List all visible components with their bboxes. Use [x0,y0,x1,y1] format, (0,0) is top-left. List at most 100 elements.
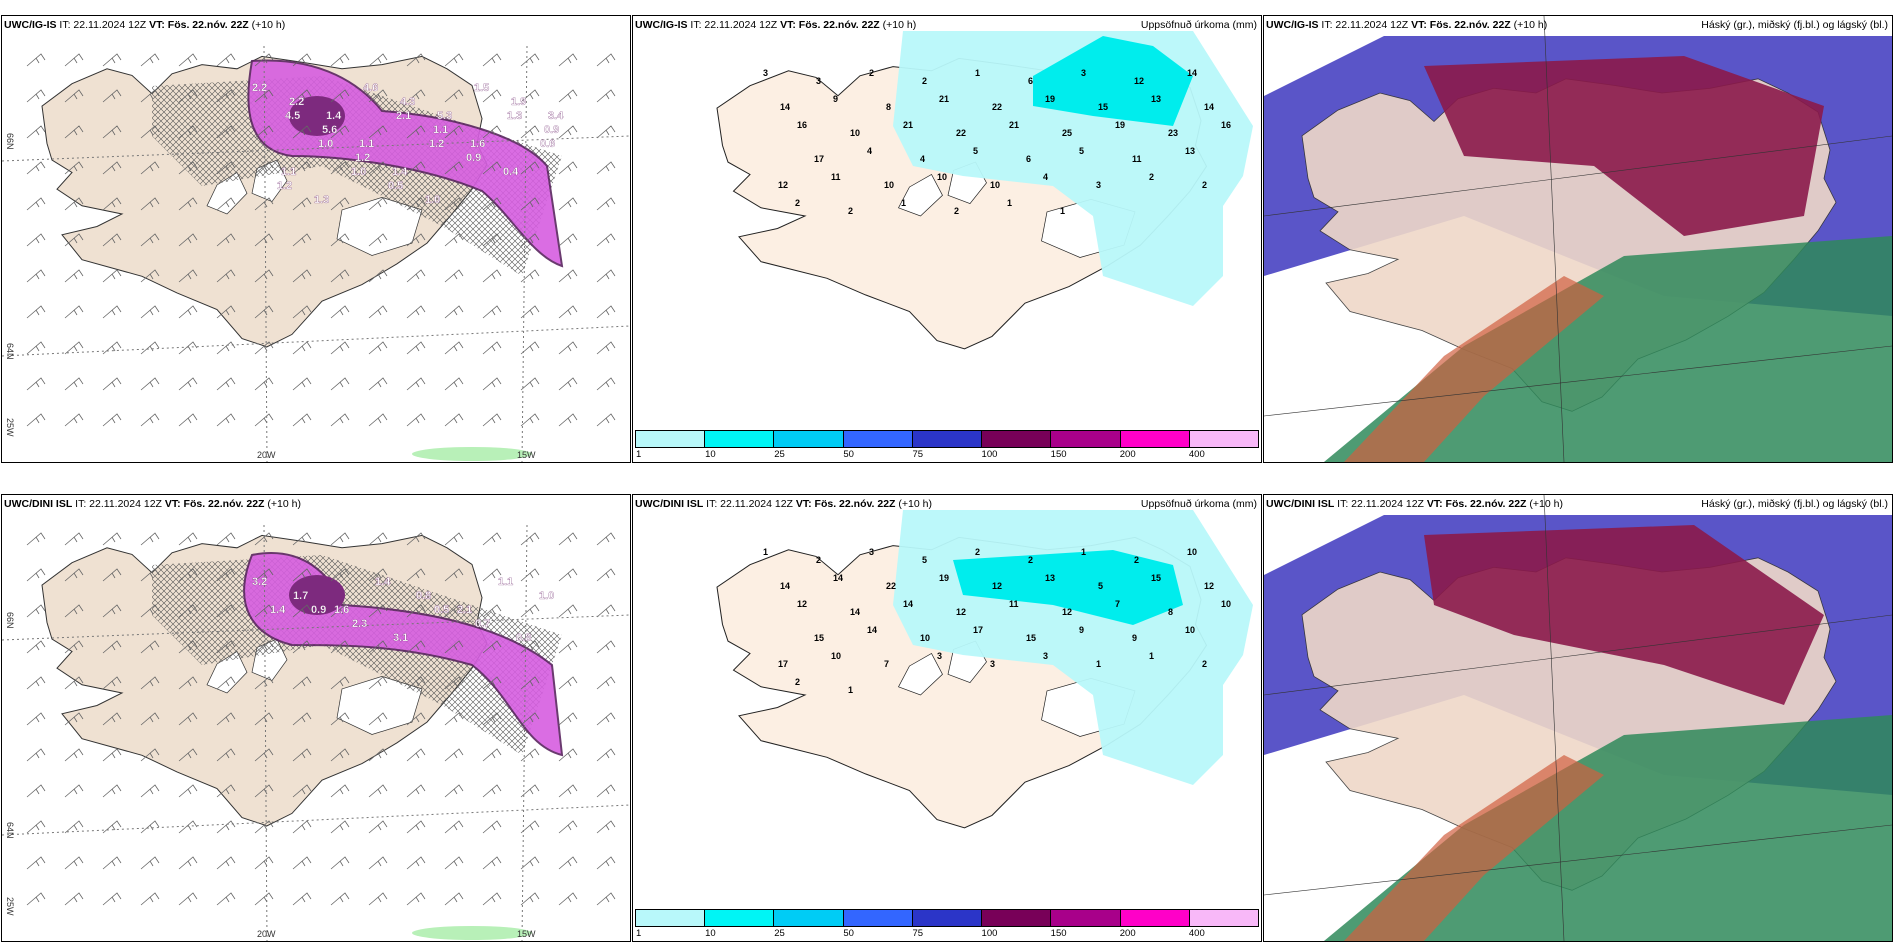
wind-barb-icon [444,712,464,726]
wind-barb-icon [520,892,540,906]
precip-value-label: 2.3 [352,618,367,630]
grid-label: 25W [5,897,15,916]
glacier [336,197,423,256]
wind-barb-icon [178,341,198,355]
colorbar [635,909,1259,927]
wind-barb-icon [444,568,464,582]
wind-barb-icon [444,305,464,319]
precip-value-label: 0.5 [434,604,449,616]
init-time: IT: 22.11.2024 12Z [59,19,147,31]
precip-value-label: 12 [992,581,1002,591]
wind-barb-icon [254,341,274,355]
valid-time: VT: Fös. 22.nóv. 22Z [1411,19,1511,31]
panel-header: UWC/DINI ISL IT: 22.11.2024 12Z VT: Fös.… [4,498,301,510]
wind-barb-icon [292,377,312,391]
precip-value-label: 3.4 [548,110,564,122]
wind-barb-icon [216,413,236,427]
precip-value-label: 13 [1185,146,1195,156]
precip-value-label: 21 [939,94,949,104]
wind-barb-icon [292,269,312,283]
precip-value-label: 2.1 [396,110,411,122]
precip-value-label: 5.3 [437,110,452,122]
wind-barb-icon [330,892,350,906]
wind-barb-icon [102,820,122,834]
wind-barb-icon [596,233,616,247]
graticule [1264,16,1892,462]
precip-value-label: 2 [1202,659,1207,669]
map-canvas: 66N 64N 20W 15W 25W 2.2 2.2 1.4 4.6 4.3 5.3 1.5 1.9 3… [2,45,630,462]
wind-barb-icon [26,712,46,726]
wind-barb-icon [292,640,312,654]
wind-barb-icon [482,604,502,618]
colorbar-swatch [636,910,706,926]
grid-label: 20W [257,929,276,939]
wind-barb-icon [444,820,464,834]
wind-barb-icon [64,640,84,654]
wind-barb-icon [482,856,502,870]
wind-barb-icon [64,604,84,618]
wind-barb-icon [368,532,388,546]
precip-value-label: 3 [816,76,821,86]
glacier [898,174,943,217]
wind-barb-icon [368,820,388,834]
wind-barb-icon [520,820,540,834]
panel-header: UWC/IG-IS IT: 22.11.2024 12Z VT: Fös. 22… [1266,19,1547,31]
wind-barb-icon [254,53,274,67]
wind-barb-icon [26,856,46,870]
colorbar-swatch [843,431,913,447]
precip-value-label: 2.1 [457,604,472,616]
wind-barb-icon [292,233,312,247]
wind-barb-icon [558,341,578,355]
precip-value-label: 12 [1134,76,1144,86]
wind-barb-icon [406,784,426,798]
wind-barb-icon [292,305,312,319]
wind-barb-icon [558,568,578,582]
wind-barb-icon [102,89,122,103]
wind-barb-icon [292,53,312,67]
wind-barb-icon [64,341,84,355]
wind-barb-icon [64,532,84,546]
precip-area-10mm [953,550,1183,625]
wind-barb-icon [140,161,160,175]
wind-barb-icon [26,676,46,690]
wind-barb-icon [368,269,388,283]
precip-value-label: 1.2 [355,152,370,164]
wind-barb-icon [482,676,502,690]
precip-value-label: 4.3 [400,96,415,108]
colorbar-tick-label: 75 [912,449,924,460]
wind-barb-icon [216,197,236,211]
wind-barb-icon [26,748,46,762]
wind-barb-icon [368,604,388,618]
wind-barb-icon [254,856,274,870]
model-name: UWC/DINI ISL [635,498,704,510]
grid-label: 20W [257,450,276,460]
wind-barb-icon [64,568,84,582]
wind-barb-icon [216,341,236,355]
wind-barb-icon [26,89,46,103]
precip-value-label: 1.0 [425,194,440,206]
precip-value-label: 2 [922,76,927,86]
precip-value-label: 10 [937,172,947,182]
precip-value-label: 0.9 [544,124,559,136]
wind-barb-icon [520,856,540,870]
high-cloud-band [1344,276,1604,462]
panel-cloud-dini: UWC/DINI ISL IT: 22.11.2024 12Z VT: Fös.… [1263,494,1893,942]
wind-barb-icon [292,604,312,618]
precip-value-label: 11 [1132,154,1142,164]
wind-barb-icon [520,748,540,762]
wind-barb-icon [26,269,46,283]
precip-value-label: 2 [795,198,800,208]
panel-precip-dini: UWC/DINI ISL IT: 22.11.2024 12Z VT: Fös.… [632,494,1262,942]
precip-value-label: 16 [797,120,807,130]
wind-barb-icon [596,161,616,175]
wind-barb-icon [64,676,84,690]
wind-barb-icon [444,53,464,67]
wind-barb-icon [254,676,274,690]
wind-barb-icon [558,676,578,690]
colorbar-swatch [705,431,775,447]
colorbar-tick-label: 200 [1119,928,1136,939]
wind-barb-icon [102,568,122,582]
precip-value-label: 0.9 [311,604,326,616]
wind-barb-icon [140,748,160,762]
wind-barb-icon [102,784,122,798]
